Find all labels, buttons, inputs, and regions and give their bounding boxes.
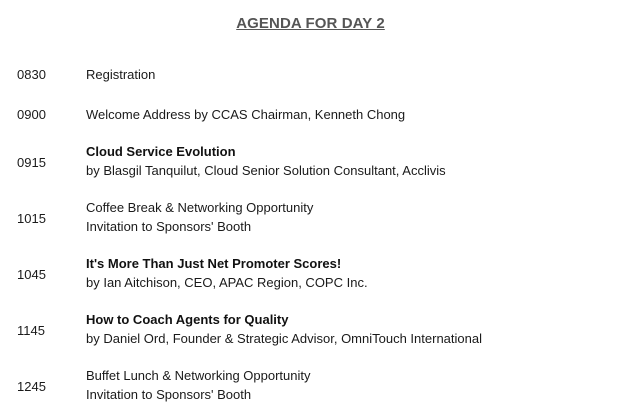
page-title: AGENDA FOR DAY 2 [236,15,385,32]
agenda-title: Buffet Lunch & Networking Opportunity [86,368,311,383]
agenda-time: 0915 [17,155,46,170]
session-title: How to Coach Agents for Quality [86,312,289,327]
session-speaker: by Ian Aitchison, CEO, APAC Region, COPC… [86,275,368,290]
agenda-time: 1145 [17,323,45,338]
agenda-title: Registration [86,67,156,82]
agenda-time: 0830 [17,67,46,82]
agenda-description: Coffee Break & Networking Opportunity In… [86,198,313,236]
agenda-subtitle: Invitation to Sponsors' Booth [86,219,252,234]
agenda-description: Welcome Address by CCAS Chairman, Kennet… [86,105,405,124]
session-title: Cloud Service Evolution [86,144,236,159]
session-title: It's More Than Just Net Promoter Scores! [86,256,342,271]
agenda-title: Coffee Break & Networking Opportunity [86,200,314,215]
session-speaker: by Daniel Ord, Founder & Strategic Advis… [86,331,482,346]
session-speaker: by Blasgil Tanquilut, Cloud Senior Solut… [86,163,446,178]
agenda-title: Welcome Address by CCAS Chairman, Kennet… [86,107,406,122]
agenda-time: 1045 [17,267,46,282]
agenda-description: It's More Than Just Net Promoter Scores!… [86,254,368,292]
agenda-subtitle: Invitation to Sponsors' Booth [86,387,252,402]
agenda-time: 1015 [17,211,46,226]
agenda-description: Registration [86,65,155,84]
agenda-description: Buffet Lunch & Networking Opportunity In… [86,366,311,404]
agenda-description: Cloud Service Evolution by Blasgil Tanqu… [86,142,446,180]
agenda-time: 0900 [17,107,46,122]
agenda-time: 1245 [17,379,46,394]
agenda-description: How to Coach Agents for Quality by Danie… [86,310,482,348]
